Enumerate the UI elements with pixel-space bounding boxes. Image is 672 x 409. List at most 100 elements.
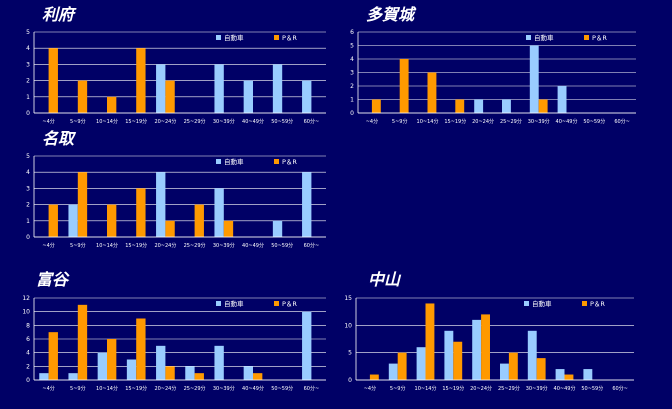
x-tick-label: 25~29分 [184,118,206,125]
legend-label: P＆R [282,34,297,42]
bar-pr [194,204,204,237]
bar-car [529,45,539,113]
x-tick-label: 30~39分 [213,242,235,249]
legend-label: P＆R [282,158,297,166]
x-tick-label: 20~24分 [472,118,494,125]
bar-pr [107,339,117,380]
bar-pr [165,366,175,380]
y-tick-label: 4 [350,56,354,63]
bar-pr [48,204,58,237]
legend-label: P＆R [282,300,297,308]
bar-pr [508,352,518,380]
bar-car [527,330,537,380]
bar-car [156,64,166,113]
x-tick-label: 50~59分 [271,385,293,392]
y-tick-label: 3 [350,70,354,77]
bar-car [302,80,312,113]
legend-swatch [216,159,221,164]
bar-car [126,359,137,380]
bar-pr [564,374,574,380]
x-tick-label: 40~49分 [556,118,578,125]
x-tick-label: ~4分 [42,385,54,392]
bar-car [502,99,511,113]
y-tick-label: 1 [350,97,354,104]
x-tick-label: 5~9分 [70,118,86,125]
y-tick-label: 0 [26,377,30,384]
y-tick-label: 5 [350,43,354,50]
x-tick-label: ~4分 [366,118,378,125]
bar-car [302,311,312,380]
bar-car [272,64,283,113]
x-tick-label: 50~59分 [581,385,603,392]
y-tick-label: 0 [26,110,30,117]
y-tick-label: 6 [350,29,354,36]
bar-pr [425,303,435,380]
x-tick-label: 60分~ [304,242,320,249]
bar-car [272,220,283,237]
x-tick-label: ~4分 [42,118,54,125]
chart-title: 富谷 [36,270,70,289]
x-tick-label: 10~14分 [417,118,439,125]
bar-car [583,369,593,380]
bar-pr [455,99,465,113]
legend-label: P＆R [590,300,605,308]
chart-title: 多賀城 [366,5,417,24]
y-tick-label: 10 [22,309,30,316]
bar-car [557,86,567,113]
y-tick-label: 4 [26,169,30,176]
bar-car [68,204,78,237]
x-tick-label: 5~9分 [390,385,406,392]
x-tick-label: 30~39分 [213,118,235,125]
bar-car [39,373,49,380]
bar-pr [194,373,204,380]
legend-swatch [274,301,279,306]
x-tick-label: 20~24分 [154,118,176,125]
bar-pr [136,318,146,380]
bar-pr [223,220,234,237]
bar-car [444,330,454,380]
legend-swatch [584,35,589,40]
bar-pr [481,314,490,380]
legend-swatch [216,35,221,40]
bar-car [416,347,426,380]
bar-pr [453,341,463,380]
bar-car [68,373,78,380]
legend-swatch [216,301,221,306]
bar-pr [427,72,437,113]
bar-pr [399,59,409,113]
x-tick-label: 50~59分 [271,242,293,249]
x-tick-label: ~4分 [42,242,54,249]
legend-label: 自動車 [532,299,552,308]
y-tick-label: 2 [26,78,30,85]
bar-pr [48,48,58,114]
bar-pr [77,304,88,380]
bar-pr [136,48,146,114]
y-tick-label: 5 [26,153,30,160]
bar-pr [253,373,263,380]
bar-pr [107,204,117,237]
x-tick-label: 10~14分 [96,118,118,125]
bar-car [243,366,253,380]
bar-car [214,188,224,237]
y-tick-label: 6 [26,336,30,343]
chart-3: 富谷 0 2 4 6 8 10 12 ~4分 5~9分 10~14分 15~19分 20~24分 25~2… [22,270,326,392]
bar-car [388,363,398,380]
y-tick-label: 1 [26,94,30,101]
bar-car [243,80,253,113]
y-tick-label: 2 [26,202,30,209]
legend-swatch [274,159,279,164]
y-tick-label: 0 [348,377,352,384]
legend-label: P＆R [592,34,607,42]
x-tick-label: 50~59分 [271,118,293,125]
bar-pr [165,220,175,237]
x-tick-label: 20~24分 [154,385,176,392]
x-tick-label: 60分~ [304,118,320,125]
bar-car [474,99,484,113]
legend-swatch [524,301,529,306]
x-tick-label: 10~14分 [415,385,437,392]
bar-car [214,64,224,113]
y-tick-label: 15 [344,295,352,302]
bar-pr [165,80,175,113]
y-tick-label: 4 [26,350,30,357]
